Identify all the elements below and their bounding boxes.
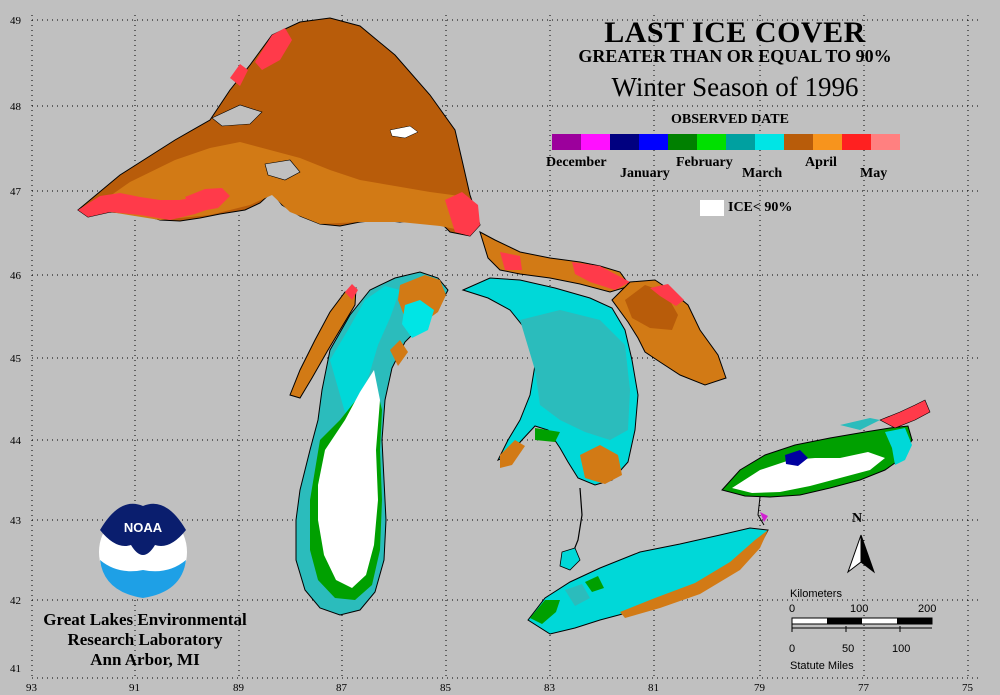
legend-swatch	[639, 134, 668, 150]
legend-month: February	[676, 155, 733, 170]
latitude-labels: 49 48 47 46 45 44 43 42 41	[10, 15, 22, 675]
legend-title: OBSERVED DATE	[671, 112, 789, 127]
ice-label: ICE< 90%	[728, 200, 793, 215]
lat-label: 42	[10, 595, 21, 607]
scale-mi-tick: 50	[842, 643, 854, 655]
map-subtitle: GREATER THAN OR EQUAL TO 90%	[578, 46, 892, 66]
green-bay	[289, 284, 358, 399]
lake-michigan	[295, 271, 449, 616]
longitude-labels: 93 91 89 87 85 83 81 79 77 75	[26, 682, 974, 694]
legend-swatch	[755, 134, 784, 150]
lon-label: 81	[648, 682, 659, 694]
scale-km-tick: 0	[789, 603, 795, 615]
lab-line-3: Ann Arbor, MI	[90, 650, 200, 669]
legend-swatch	[871, 134, 900, 150]
lat-label: 45	[10, 353, 22, 365]
north-arrow-icon	[846, 534, 876, 574]
lake-st-clair	[559, 487, 583, 571]
scale-mi-tick: 100	[892, 643, 910, 655]
lat-label: 48	[10, 101, 22, 113]
lake-ontario	[721, 399, 931, 498]
lat-label: 47	[10, 186, 22, 198]
legend-color-bar	[552, 134, 900, 150]
scale-km-tick: 100	[850, 603, 868, 615]
lake-huron	[461, 277, 639, 486]
lake-erie	[527, 527, 769, 635]
georgian-bay	[611, 279, 727, 386]
lon-label: 85	[440, 682, 452, 694]
lon-label: 89	[233, 682, 245, 694]
lake-superior	[77, 17, 481, 237]
niagara-river	[757, 496, 765, 526]
lab-line-2: Research Laboratory	[67, 630, 223, 649]
map-title: LAST ICE COVER	[604, 16, 866, 49]
legend-month: March	[742, 166, 783, 181]
legend-swatch	[552, 134, 581, 150]
legend-swatch	[668, 134, 697, 150]
lon-label: 83	[544, 682, 556, 694]
lab-line-1: Great Lakes Environmental	[43, 610, 247, 629]
legend-month: December	[546, 155, 607, 170]
lon-label: 93	[26, 682, 38, 694]
legend-swatch	[784, 134, 813, 150]
legend-swatch	[581, 134, 610, 150]
legend-swatch	[726, 134, 755, 150]
scale-bar: Kilometers 0 100 200 0 50 100 Statute Mi…	[789, 588, 936, 672]
lat-label: 41	[10, 663, 21, 675]
ice-swatch	[700, 200, 724, 216]
map-season: Winter Season of 1996	[611, 72, 859, 102]
lat-label: 46	[10, 270, 22, 282]
north-channel	[479, 230, 631, 293]
lon-label: 75	[962, 682, 974, 694]
legend-swatch	[697, 134, 726, 150]
niagara-mark	[760, 512, 768, 522]
lat-label: 49	[10, 15, 22, 27]
north-label: N	[852, 511, 863, 526]
scale-mi-tick: 0	[789, 643, 795, 655]
noaa-logo-text: NOAA	[124, 520, 163, 535]
lon-label: 79	[754, 682, 766, 694]
legend-month: April	[805, 155, 837, 170]
lat-label: 43	[10, 515, 22, 527]
scale-km-label: Kilometers	[790, 588, 842, 600]
scale-mi-label: Statute Miles	[790, 660, 854, 672]
scale-km-tick: 200	[918, 603, 936, 615]
lon-label: 91	[129, 682, 140, 694]
legend-month: May	[860, 166, 888, 181]
legend-month: January	[620, 166, 670, 181]
noaa-logo: NOAA	[99, 503, 187, 598]
legend-swatch	[610, 134, 639, 150]
legend-swatch	[842, 134, 871, 150]
lon-label: 87	[336, 682, 348, 694]
legend-swatch	[813, 134, 842, 150]
lat-label: 44	[10, 435, 22, 447]
lon-label: 77	[858, 682, 870, 694]
